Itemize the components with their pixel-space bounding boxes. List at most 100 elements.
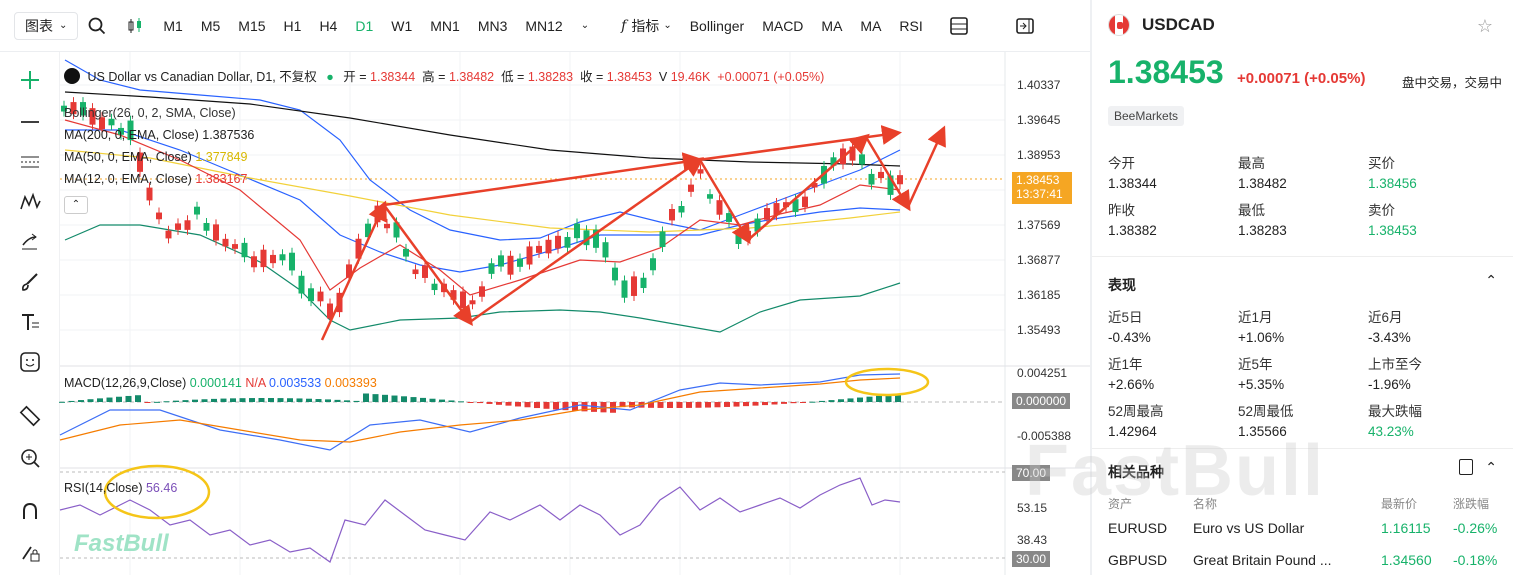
candle-body (678, 206, 685, 213)
candle-body (222, 238, 229, 247)
brush-icon[interactable] (16, 268, 44, 296)
quote-panel: USDCAD ☆ 1.38453 +0.00071 (+0.05%) 盘中交易，… (1092, 0, 1513, 575)
timeframe-m5[interactable]: M5 (200, 17, 221, 34)
timeframe-more-icon[interactable]: ⌄ (580, 20, 590, 31)
candle-body (137, 152, 143, 172)
timeframe-m15[interactable]: M15 (238, 17, 266, 34)
macd-histogram-bar (249, 398, 255, 402)
timeframe-m1[interactable]: M1 (163, 17, 183, 34)
macd-histogram-bar (201, 399, 208, 402)
related-sym: EURUSD (1108, 520, 1168, 536)
macd-histogram-bar (790, 402, 797, 404)
related-row[interactable]: GBPUSD Great Britain Pound ... 1.34560 -0.1… (1108, 552, 1503, 572)
price-axis-label: 1.36185 (1017, 288, 1061, 302)
candle-body (203, 222, 210, 231)
candle-body (526, 246, 533, 265)
ma50-legend: MA(50, 0, EMA, Close) 1.377849 (64, 150, 247, 164)
candle-body (859, 154, 865, 165)
countdown-value: 13:37:41 (1016, 187, 1063, 201)
candle-body (574, 223, 580, 239)
candle-body (241, 242, 248, 258)
price-chart[interactable] (0, 0, 1090, 575)
candle-body (507, 255, 514, 275)
line-tool-icon[interactable] (16, 108, 44, 136)
macd-histogram-value: 0.000141 (189, 376, 242, 390)
candlestick-icon[interactable] (124, 15, 146, 37)
trend-icon[interactable] (16, 228, 44, 256)
macd-histogram-bar (353, 400, 360, 402)
timeframe-h4[interactable]: H4 (319, 17, 338, 34)
macd-histogram-bar (363, 393, 369, 402)
related-row[interactable]: EURUSD Euro vs US Dollar 1.16115 -0.26% (1108, 520, 1503, 540)
candle-body (118, 127, 124, 135)
performance-label: 近1月 (1238, 310, 1273, 325)
candle-body (431, 283, 438, 291)
last-price: 1.38453 (1108, 54, 1224, 90)
rsi-axis-label: 70.00 (1012, 465, 1051, 481)
candle-body (184, 220, 191, 230)
timeframe-d1[interactable]: D1 (355, 17, 374, 34)
macd-histogram-bar (724, 402, 730, 407)
symbol-name: USDCAD (1142, 15, 1215, 34)
macd-histogram-bar (78, 400, 84, 402)
indicator-ma-button[interactable]: MA (821, 17, 843, 34)
crosshair-icon[interactable] (16, 66, 44, 94)
macd-histogram-bar (866, 396, 873, 402)
zoom-in-icon[interactable] (16, 444, 44, 472)
candle-body (165, 230, 172, 239)
pattern-icon[interactable] (16, 188, 44, 216)
indicator-macd-button[interactable]: MACD (762, 17, 804, 34)
timeframe-h1[interactable]: H1 (283, 17, 302, 34)
timeframe-mn3[interactable]: MN3 (477, 17, 508, 34)
candle-body (498, 255, 504, 267)
text-tool-icon[interactable] (16, 308, 44, 336)
status-dot-icon: ● (326, 70, 334, 84)
candle-body (792, 199, 799, 213)
performance-title: 表现 (1108, 277, 1136, 293)
price-axis-label: 1.37569 (1017, 218, 1061, 232)
search-icon[interactable] (86, 15, 108, 37)
timeframe-w1[interactable]: W1 (391, 17, 413, 34)
list-icon[interactable] (1459, 459, 1473, 475)
open-value: 1.38344 (370, 70, 416, 84)
rsi-value: 56.46 (145, 481, 178, 495)
stat-label: 最高 (1238, 156, 1265, 171)
open-label: 开 = (343, 70, 367, 84)
chevron-up-icon[interactable]: ⌃ (1485, 459, 1497, 475)
macd-histogram-bar (648, 402, 654, 408)
symbol-header: USDCAD (1108, 14, 1215, 36)
macd-axis-label: 0.000000 (1012, 393, 1071, 409)
indicator-shortcuts: Bollinger MACD MA MA RSI (681, 18, 932, 34)
rsi-line (59, 477, 901, 563)
timeframe-mn1[interactable]: MN1 (430, 17, 460, 34)
quote-stat: 最低 1.38283 (1238, 199, 1287, 238)
instrument-name: US Dollar vs Canadian Dollar, D1, 不复权 (87, 70, 317, 84)
performance-label: 52周最低 (1238, 404, 1294, 419)
candle-body (108, 118, 115, 126)
change-value: +0.00071 (+0.05%) (717, 70, 825, 84)
star-icon[interactable]: ☆ (1476, 16, 1493, 36)
performance-label: 上市至今 (1368, 357, 1422, 372)
candle-body (279, 254, 286, 261)
horizontal-lines-icon[interactable] (16, 148, 44, 176)
lock-drawing-icon[interactable] (16, 538, 44, 566)
collapse-legend-button[interactable]: ⌃ (64, 196, 88, 214)
indicators-button[interactable]: f 指标 ⌄ (612, 16, 681, 36)
collapse-panel-icon[interactable] (1014, 15, 1036, 37)
ruler-icon[interactable] (16, 402, 44, 430)
macd-histogram-bar (230, 398, 236, 402)
macd-histogram-bar (467, 402, 474, 403)
magnet-icon[interactable] (16, 498, 44, 526)
header-name: 名称 (1193, 497, 1218, 511)
emoji-icon[interactable] (16, 348, 44, 376)
layout-icon[interactable] (948, 15, 970, 37)
chart-type-dropdown[interactable]: 图表 ⌄ (14, 11, 79, 40)
timeframe-mn12[interactable]: MN12 (525, 17, 563, 34)
close-value: 1.38453 (606, 70, 652, 84)
indicator-rsi-button[interactable]: RSI (899, 17, 923, 34)
chevron-up-icon[interactable]: ⌃ (1485, 272, 1497, 288)
macd-histogram-bar (496, 402, 502, 405)
indicator-bollinger-button[interactable]: Bollinger (689, 17, 745, 34)
performance-value: +2.66% (1108, 377, 1155, 392)
indicator-ma-button[interactable]: MA (860, 17, 882, 34)
